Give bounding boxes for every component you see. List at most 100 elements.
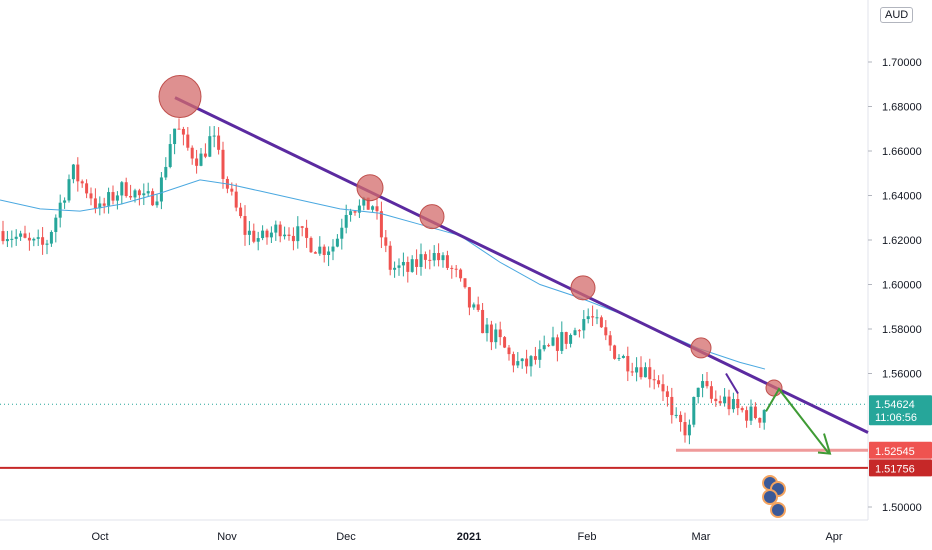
candle-body — [247, 230, 251, 235]
candle-body — [731, 399, 735, 410]
price-tick-label: 1.60000 — [882, 280, 922, 292]
candle-body — [577, 330, 581, 332]
candle-body — [498, 329, 502, 338]
candle-body — [151, 191, 155, 206]
candle-body — [371, 206, 375, 210]
candle-body — [591, 316, 595, 318]
candle-body — [542, 345, 546, 350]
candle-body — [71, 164, 75, 180]
candle-body — [208, 136, 212, 157]
candle-body — [80, 181, 84, 184]
currency-label[interactable]: AUD — [880, 7, 914, 23]
current-price-badge-text: 1.54624 — [875, 399, 915, 411]
price-tick-label: 1.50000 — [882, 502, 922, 514]
level-badge-1-bg — [869, 441, 932, 459]
candle-body — [102, 203, 106, 206]
candle-body — [265, 230, 269, 238]
touch-point-circle — [158, 74, 202, 118]
candle-body — [599, 317, 603, 328]
candle-body — [159, 177, 163, 202]
candle-body — [111, 192, 115, 201]
candle-body — [538, 349, 542, 360]
candle-body — [98, 203, 102, 209]
touch-point-circle — [765, 379, 783, 397]
candle-body — [683, 422, 687, 436]
candle-body — [296, 226, 300, 242]
candle-body — [709, 386, 713, 399]
candle-body — [445, 255, 449, 268]
candle-body — [129, 195, 133, 198]
candle-body — [190, 147, 194, 159]
candle-body — [23, 233, 27, 238]
candle-body — [507, 347, 511, 355]
candle-body — [582, 319, 586, 331]
candle-body — [120, 182, 124, 196]
candle-body — [701, 381, 705, 388]
candle-body — [481, 309, 485, 334]
candle-body — [186, 134, 190, 148]
candle-body — [595, 317, 599, 319]
candle-body — [604, 327, 608, 336]
candle-body — [410, 259, 414, 272]
candle-body — [613, 345, 617, 359]
candle-body — [397, 265, 401, 268]
candle-body — [533, 356, 537, 360]
event-flag-icon — [770, 502, 786, 518]
candle-body — [5, 239, 9, 242]
candle-body — [384, 237, 388, 246]
candle-body — [49, 231, 53, 244]
candle-body — [203, 153, 207, 157]
candle-body — [494, 329, 498, 343]
candle-body — [679, 414, 683, 423]
event-flag-icon — [762, 489, 778, 505]
candle-body — [287, 234, 291, 236]
minor-trend-segment — [725, 372, 739, 395]
candle-body — [758, 417, 762, 423]
candle-body — [687, 424, 691, 436]
candle-body — [221, 149, 225, 179]
candle-body — [617, 357, 621, 359]
candle-body — [665, 391, 669, 397]
candle-body — [133, 190, 137, 198]
candle-body — [217, 135, 221, 150]
candle-body — [195, 158, 199, 166]
candle-body — [63, 200, 67, 203]
candle-body — [393, 267, 397, 270]
candle-body — [177, 128, 181, 130]
candle-body — [54, 217, 58, 232]
candle-body — [261, 230, 265, 239]
candle-body — [432, 253, 436, 261]
candle-body — [67, 179, 71, 201]
candle-body — [45, 243, 49, 245]
candle-body — [736, 399, 740, 409]
candle-body — [278, 224, 282, 237]
candle-body — [124, 182, 128, 196]
candle-body — [529, 356, 533, 367]
candle-body — [1, 231, 5, 242]
candle-body — [313, 252, 317, 254]
candle-body — [441, 255, 445, 261]
price-tick-label: 1.56000 — [882, 369, 922, 381]
candle-body — [476, 304, 480, 310]
candle-body — [283, 234, 287, 237]
candle-body — [485, 324, 489, 334]
candle-body — [14, 236, 18, 239]
candle-body — [555, 337, 559, 351]
candle-body — [379, 211, 383, 238]
candle-body — [305, 227, 309, 238]
candle-body — [586, 316, 590, 320]
candle-body — [168, 144, 172, 167]
level-badge-1-text: 1.52545 — [875, 446, 915, 458]
candle-body — [366, 197, 370, 210]
candle-body — [137, 190, 141, 196]
candle-body — [459, 269, 463, 279]
candle-body — [564, 332, 568, 344]
candle-body — [89, 193, 93, 199]
candle-body — [10, 238, 14, 240]
candle-body — [454, 268, 458, 270]
candle-body — [520, 358, 524, 362]
candle-body — [36, 237, 40, 239]
time-tick-label: 2021 — [457, 531, 481, 543]
